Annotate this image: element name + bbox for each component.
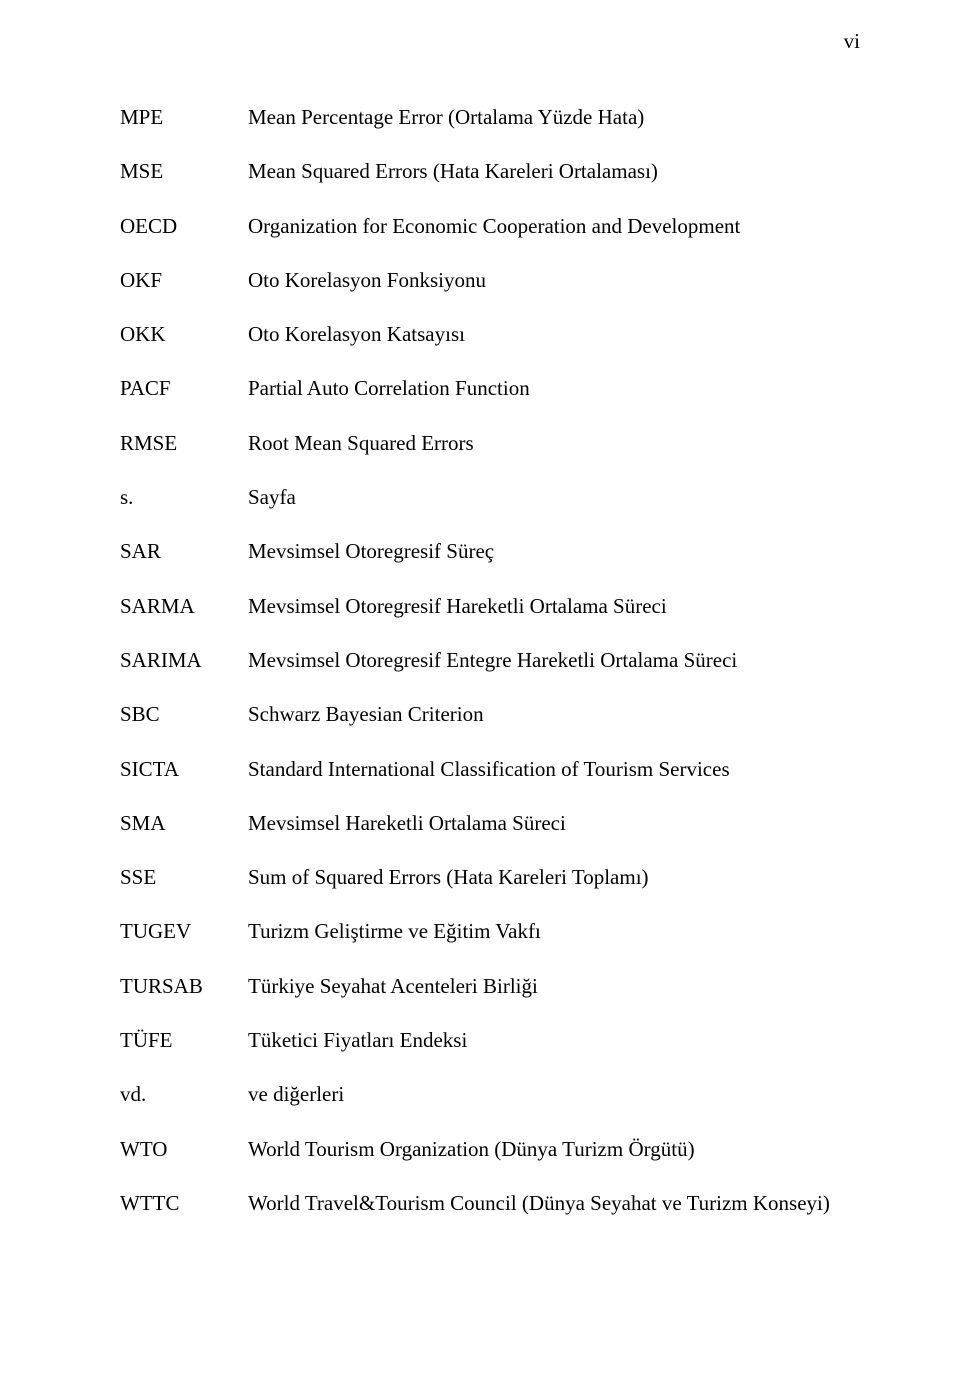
abbr-definition: Partial Auto Correlation Function [248, 375, 860, 402]
abbr-term: RMSE [120, 430, 248, 457]
abbr-term: WTO [120, 1136, 248, 1163]
list-item: TUGEVTurizm Geliştirme ve Eğitim Vakfı [120, 918, 860, 945]
list-item: MSEMean Squared Errors (Hata Kareleri Or… [120, 158, 860, 185]
list-item: OECDOrganization for Economic Cooperatio… [120, 213, 860, 240]
abbr-definition: Oto Korelasyon Katsayısı [248, 321, 860, 348]
list-item: SARIMAMevsimsel Otoregresif Entegre Hare… [120, 647, 860, 674]
abbr-term: WTTC [120, 1190, 248, 1217]
list-item: SARMevsimsel Otoregresif Süreç [120, 538, 860, 565]
abbr-term: SARMA [120, 593, 248, 620]
list-item: MPEMean Percentage Error (Ortalama Yüzde… [120, 104, 860, 131]
list-item: SARMAMevsimsel Otoregresif Hareketli Ort… [120, 593, 860, 620]
abbr-term: OECD [120, 213, 248, 240]
abbr-term: s. [120, 484, 248, 511]
abbr-definition: Sum of Squared Errors (Hata Kareleri Top… [248, 864, 860, 891]
abbr-term: MPE [120, 104, 248, 131]
list-item: SSESum of Squared Errors (Hata Kareleri … [120, 864, 860, 891]
abbr-definition: Schwarz Bayesian Criterion [248, 701, 860, 728]
list-item: TÜFETüketici Fiyatları Endeksi [120, 1027, 860, 1054]
page-number: vi [844, 28, 860, 55]
list-item: OKKOto Korelasyon Katsayısı [120, 321, 860, 348]
abbr-definition: Mevsimsel Otoregresif Entegre Hareketli … [248, 647, 860, 674]
document-page: vi MPEMean Percentage Error (Ortalama Yü… [0, 0, 960, 1388]
abbr-definition: Tüketici Fiyatları Endeksi [248, 1027, 860, 1054]
abbr-definition: Organization for Economic Cooperation an… [248, 213, 860, 240]
list-item: vd.ve diğerleri [120, 1081, 860, 1108]
abbr-definition: World Tourism Organization (Dünya Turizm… [248, 1136, 860, 1163]
abbr-definition: Mevsimsel Hareketli Ortalama Süreci [248, 810, 860, 837]
abbr-term: SAR [120, 538, 248, 565]
list-item: SMAMevsimsel Hareketli Ortalama Süreci [120, 810, 860, 837]
abbr-term: MSE [120, 158, 248, 185]
abbr-definition: Root Mean Squared Errors [248, 430, 860, 457]
abbr-definition: Oto Korelasyon Fonksiyonu [248, 267, 860, 294]
abbr-definition: Turizm Geliştirme ve Eğitim Vakfı [248, 918, 860, 945]
abbr-definition: Sayfa [248, 484, 860, 511]
abbr-definition: Mevsimsel Otoregresif Hareketli Ortalama… [248, 593, 860, 620]
abbreviations-list: MPEMean Percentage Error (Ortalama Yüzde… [120, 104, 860, 1217]
abbr-definition: Mean Percentage Error (Ortalama Yüzde Ha… [248, 104, 860, 131]
abbr-definition: Mean Squared Errors (Hata Kareleri Ortal… [248, 158, 860, 185]
list-item: TURSABTürkiye Seyahat Acenteleri Birliği [120, 973, 860, 1000]
abbr-term: SBC [120, 701, 248, 728]
list-item: PACFPartial Auto Correlation Function [120, 375, 860, 402]
abbr-term: SARIMA [120, 647, 248, 674]
list-item: RMSERoot Mean Squared Errors [120, 430, 860, 457]
abbr-term: SSE [120, 864, 248, 891]
abbr-term: TÜFE [120, 1027, 248, 1054]
list-item: WTOWorld Tourism Organization (Dünya Tur… [120, 1136, 860, 1163]
abbr-term: vd. [120, 1081, 248, 1108]
list-item: WTTCWorld Travel&Tourism Council (Dünya … [120, 1190, 860, 1217]
abbr-term: TUGEV [120, 918, 248, 945]
abbr-term: OKK [120, 321, 248, 348]
abbr-term: OKF [120, 267, 248, 294]
abbr-definition: World Travel&Tourism Council (Dünya Seya… [248, 1190, 860, 1217]
list-item: SICTAStandard International Classificati… [120, 756, 860, 783]
abbr-term: SICTA [120, 756, 248, 783]
abbr-term: PACF [120, 375, 248, 402]
abbr-definition: Türkiye Seyahat Acenteleri Birliği [248, 973, 860, 1000]
abbr-definition: ve diğerleri [248, 1081, 860, 1108]
list-item: SBCSchwarz Bayesian Criterion [120, 701, 860, 728]
abbr-definition: Mevsimsel Otoregresif Süreç [248, 538, 860, 565]
abbr-term: TURSAB [120, 973, 248, 1000]
list-item: s.Sayfa [120, 484, 860, 511]
abbr-term: SMA [120, 810, 248, 837]
abbr-definition: Standard International Classification of… [248, 756, 860, 783]
list-item: OKFOto Korelasyon Fonksiyonu [120, 267, 860, 294]
